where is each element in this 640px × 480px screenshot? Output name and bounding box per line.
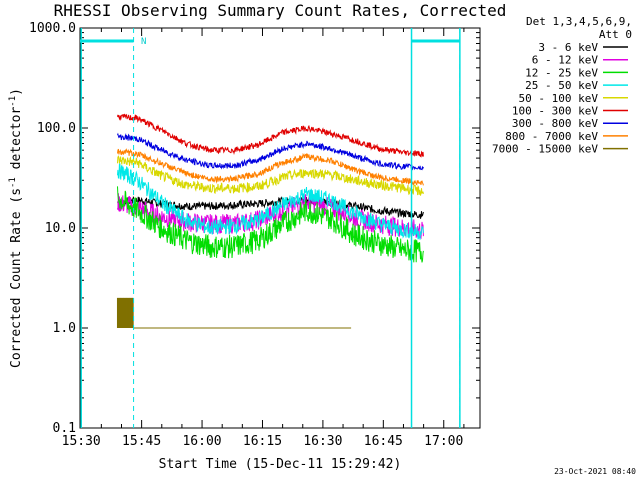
y-tick-label: 0.1 <box>53 421 76 436</box>
y-axis-label-mid: detector <box>9 107 24 178</box>
x-tick-label: 16:30 <box>303 434 342 449</box>
series-line <box>117 196 424 219</box>
y-axis-label-main: Corrected Count Rate (s <box>9 188 24 368</box>
y-tick-label: 10.0 <box>45 221 76 236</box>
series-line <box>117 148 424 186</box>
y-axis-label-end: ) <box>9 88 24 96</box>
x-tick-label: 16:15 <box>243 434 282 449</box>
legend-label: 100 - 300 keV <box>512 105 598 118</box>
y-axis-label: Corrected Count Rate (s-1 detector-1) <box>8 88 24 368</box>
x-tick-label: 16:45 <box>364 434 403 449</box>
x-tick-label: 15:30 <box>62 434 101 449</box>
legend-label: 300 - 800 keV <box>512 117 598 130</box>
legend-label: 800 - 7000 keV <box>505 130 598 143</box>
x-axis-label: Start Time (15-Dec-11 15:29:42) <box>159 457 402 472</box>
x-tick-label: 15:45 <box>122 434 161 449</box>
attenuator-marker: N <box>141 37 146 47</box>
legend-header-line2: Att 0 <box>599 28 632 41</box>
series-line <box>117 186 424 263</box>
plot-overlay <box>80 28 461 428</box>
y-tick-label: 100.0 <box>37 121 76 136</box>
series-line <box>117 163 424 240</box>
legend-label: 25 - 50 keV <box>525 79 598 92</box>
timestamp: 23-Oct-2021 08:40 <box>554 467 636 476</box>
plot-series <box>116 113 424 329</box>
legend-label: 3 - 6 keV <box>538 41 598 54</box>
legend-label: 12 - 25 keV <box>525 66 598 79</box>
chart-title: RHESSI Observing Summary Count Rates, Co… <box>54 1 507 20</box>
legend-header-line1: Det 1,3,4,5,6,9, <box>526 15 632 28</box>
series-line <box>117 155 424 196</box>
x-tick-label: 16:00 <box>182 434 221 449</box>
x-tick-label: 17:00 <box>424 434 463 449</box>
legend-label: 7000 - 15000 keV <box>492 143 598 156</box>
y-tick-label: 1000.0 <box>29 21 76 36</box>
plot-axes: 0.1 1.0 10.0 100.0 1000.0 15:30 15:45 16:00 16:1… <box>29 21 481 449</box>
legend-label: 50 - 100 keV <box>519 92 599 105</box>
series-line <box>117 113 424 158</box>
y-axis-label-sup1: -1 <box>8 177 18 188</box>
series-line <box>117 132 424 171</box>
y-axis-label-sup2: -1 <box>8 96 18 107</box>
y-tick-label: 1.0 <box>53 321 76 336</box>
legend-label: 6 - 12 keV <box>532 54 599 67</box>
